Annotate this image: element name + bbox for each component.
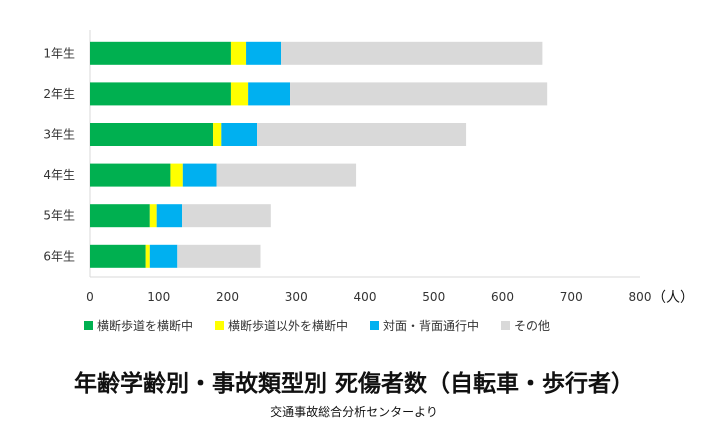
category-label: 2年生 bbox=[43, 87, 75, 101]
legend-item: 対面・背面通行中 bbox=[370, 317, 479, 334]
category-label: 3年生 bbox=[43, 128, 75, 142]
x-tick-label: 700 bbox=[560, 290, 583, 304]
bar-segment bbox=[281, 41, 543, 65]
bar-segment bbox=[90, 244, 146, 268]
legend-item: その他 bbox=[501, 317, 550, 334]
legend-label: 横断歩道以外を横断中 bbox=[228, 319, 349, 333]
category-label: 5年生 bbox=[43, 209, 75, 223]
legend-item: 横断歩道以外を横断中 bbox=[215, 317, 348, 334]
legend-label: 対面・背面通行中 bbox=[383, 319, 480, 333]
legend: 横断歩道を横断中 横断歩道以外を横断中 対面・背面通行中 その他 bbox=[84, 317, 550, 334]
bar-segment bbox=[216, 163, 357, 187]
x-tick-label: 500 bbox=[422, 290, 445, 304]
bar-segment bbox=[177, 244, 261, 268]
x-tick-label: 800 bbox=[629, 290, 652, 304]
legend-swatch bbox=[370, 321, 380, 330]
bar-segment bbox=[230, 41, 247, 65]
bar-segment bbox=[156, 204, 183, 228]
x-tick-label: 200 bbox=[216, 290, 239, 304]
bar-segment bbox=[90, 204, 150, 228]
bar-segment bbox=[90, 163, 171, 187]
x-tick-label: 600 bbox=[491, 290, 514, 304]
bar-segment bbox=[230, 82, 249, 106]
bar-segment bbox=[182, 163, 217, 187]
bar-segment bbox=[90, 123, 214, 146]
category-label: 1年生 bbox=[43, 46, 75, 60]
legend-swatch bbox=[84, 321, 93, 330]
bar-segment bbox=[248, 82, 291, 106]
source-note: 交通事故総合分析センターより bbox=[270, 405, 438, 419]
bar-segment bbox=[290, 82, 548, 106]
bar-segment bbox=[90, 82, 231, 106]
x-tick-label: 300 bbox=[285, 290, 308, 304]
bar-segment bbox=[221, 123, 258, 146]
bar-segment bbox=[213, 123, 222, 146]
legend-swatch bbox=[215, 321, 225, 330]
legend-swatch bbox=[501, 321, 511, 330]
x-tick-label: 0 bbox=[86, 290, 94, 304]
legend-label: その他 bbox=[514, 319, 551, 333]
bar-segment bbox=[257, 123, 467, 146]
bar-segment bbox=[182, 204, 271, 228]
bar-segment bbox=[170, 163, 183, 187]
category-label: 4年生 bbox=[43, 168, 75, 182]
bar-segment bbox=[246, 41, 282, 65]
legend-item: 横断歩道を横断中 bbox=[84, 317, 193, 334]
x-tick-label: 400 bbox=[354, 290, 377, 304]
legend-label: 横断歩道を横断中 bbox=[97, 319, 194, 333]
chart-title: 年齢学齢別・事故類型別 死傷者数（自転車・歩行者） bbox=[73, 371, 634, 397]
x-tick-label: 100 bbox=[147, 290, 170, 304]
bar-chart: 1年生 2年生 3年生 4年生 5年生 6年生 0 100 200 300 400 500 600 700… bbox=[43, 30, 694, 306]
bar-segment bbox=[145, 244, 150, 268]
category-label: 6年生 bbox=[43, 249, 75, 263]
bar-segment bbox=[149, 244, 178, 268]
bar-segment bbox=[149, 204, 157, 228]
bar-segment bbox=[90, 41, 231, 65]
x-unit-label: （人） bbox=[652, 290, 694, 306]
